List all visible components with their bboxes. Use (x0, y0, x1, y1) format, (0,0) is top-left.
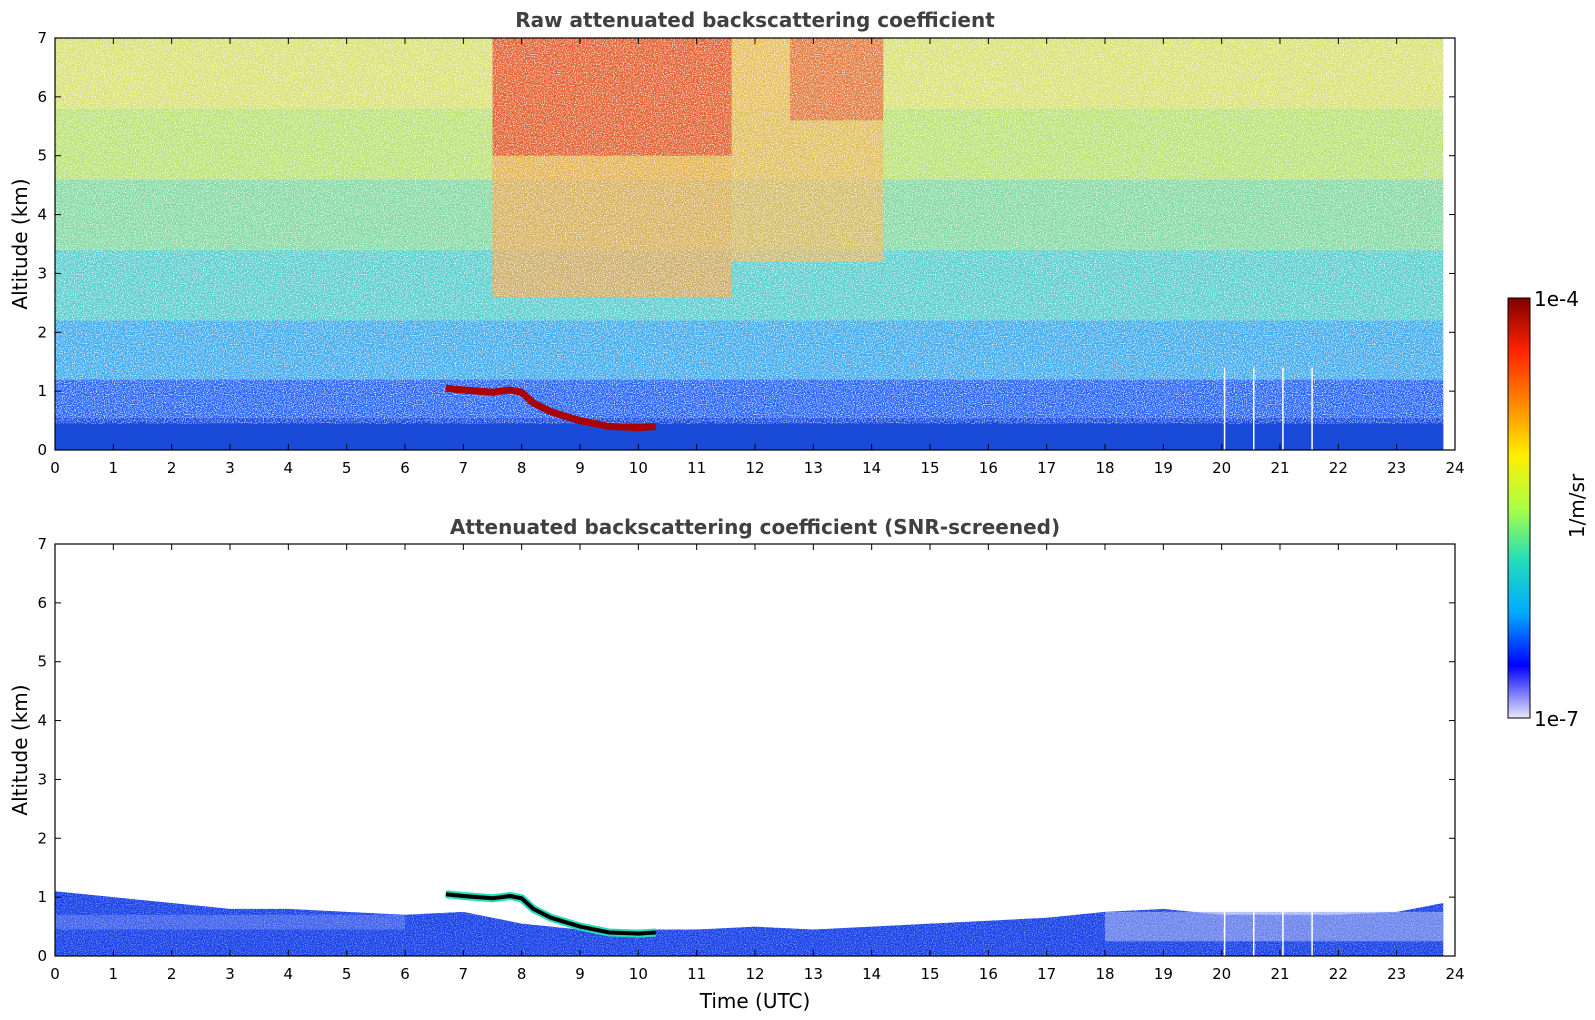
top-y-tick-label: 3 (37, 264, 47, 282)
bottom-x-tick-label: 13 (804, 965, 823, 983)
top-y-tick-label: 0 (37, 441, 47, 459)
top-x-tick-label: 10 (629, 459, 648, 477)
top-x-tick-label: 23 (1387, 459, 1406, 477)
colorbar: 1e-4 1e-7 1/m/sr (1507, 287, 1589, 731)
bottom-x-tick-label: 23 (1387, 965, 1406, 983)
colorbar-gradient (1507, 297, 1531, 719)
colorbar-min-label: 1e-7 (1534, 707, 1579, 731)
bottom-y-tick-label: 6 (37, 594, 47, 612)
top-y-tick-label: 1 (37, 382, 47, 400)
bottom-x-tick-label: 22 (1329, 965, 1348, 983)
bottom-x-tick-label: 18 (1095, 965, 1114, 983)
top-x-tick-label: 6 (400, 459, 410, 477)
bottom-x-tick-label: 17 (1037, 965, 1056, 983)
top-y-tick-label: 5 (37, 147, 47, 165)
bottom-x-tick-label: 12 (745, 965, 764, 983)
bottom-x-tick-label: 0 (50, 965, 60, 983)
bottom-y-tick-label: 7 (37, 535, 47, 553)
bottom-y-tick-label: 2 (37, 829, 47, 847)
top-x-tick-label: 13 (804, 459, 823, 477)
top-x-tick-label: 5 (342, 459, 352, 477)
top-x-tick-label: 16 (979, 459, 998, 477)
top-x-tick-label: 15 (920, 459, 939, 477)
bottom-y-tick-label: 3 (37, 770, 47, 788)
bottom-y-tick-label: 1 (37, 888, 47, 906)
top-x-tick-label: 7 (459, 459, 469, 477)
top-heatmap (55, 38, 1444, 450)
top-x-tick-label: 4 (284, 459, 294, 477)
top-x-tick-label: 14 (862, 459, 881, 477)
screened-noise-overlay (55, 891, 1444, 956)
top-x-tick-label: 12 (745, 459, 764, 477)
top-x-tick-label: 24 (1445, 459, 1464, 477)
bottom-y-tick-label: 0 (37, 947, 47, 965)
top-panel: Raw attenuated backscattering coefficien… (8, 8, 1465, 477)
top-axis-ticks: 0 1 2 3 4 5 6 7 8 9 10 11 12 13 14 15 16 17 18 19 20 21 22 23 24… (37, 29, 1464, 477)
bottom-axis-ticks: 0 1 2 3 4 5 6 7 8 9 10 11 12 13 14 15 16 17 18 19 20 21 22 23 24… (37, 535, 1464, 983)
bottom-y-axis-label: Altitude (km) (8, 684, 32, 815)
bottom-x-tick-label: 7 (459, 965, 469, 983)
bottom-x-tick-label: 16 (979, 965, 998, 983)
bottom-x-tick-label: 4 (284, 965, 294, 983)
top-x-tick-label: 11 (687, 459, 706, 477)
top-x-tick-label: 17 (1037, 459, 1056, 477)
colorbar-max-label: 1e-4 (1534, 287, 1579, 311)
bottom-x-tick-label: 3 (225, 965, 235, 983)
bottom-x-tick-label: 5 (342, 965, 352, 983)
top-x-tick-label: 0 (50, 459, 60, 477)
top-x-tick-label: 22 (1329, 459, 1348, 477)
x-axis-label: Time (UTC) (699, 989, 811, 1013)
bottom-panel: Attenuated backscattering coefficient (S… (8, 515, 1465, 1013)
top-y-tick-label: 2 (37, 323, 47, 341)
screened-cloud-layer (445, 892, 656, 936)
bottom-x-tick-label: 14 (862, 965, 881, 983)
top-y-tick-label: 7 (37, 29, 47, 47)
top-x-tick-label: 3 (225, 459, 235, 477)
top-x-tick-label: 21 (1270, 459, 1289, 477)
bottom-x-tick-label: 11 (687, 965, 706, 983)
bottom-heatmap (55, 890, 1444, 956)
top-panel-title: Raw attenuated backscattering coefficien… (515, 8, 995, 32)
colorbar-unit-label: 1/m/sr (1565, 473, 1589, 538)
bottom-plot-frame (54, 543, 1456, 957)
bottom-y-tick-label: 4 (37, 712, 47, 730)
top-x-tick-label: 8 (517, 459, 527, 477)
top-x-tick-label: 1 (109, 459, 119, 477)
bottom-x-tick-label: 2 (167, 965, 177, 983)
bottom-panel-title: Attenuated backscattering coefficient (S… (450, 515, 1060, 539)
bottom-x-tick-label: 9 (575, 965, 585, 983)
bottom-x-tick-label: 6 (400, 965, 410, 983)
raw-noise-overlay (55, 38, 1444, 450)
top-x-tick-label: 2 (167, 459, 177, 477)
top-y-axis-label: Altitude (km) (8, 178, 32, 309)
top-y-tick-label: 4 (37, 206, 47, 224)
bottom-x-tick-label: 21 (1270, 965, 1289, 983)
top-x-tick-label: 18 (1095, 459, 1114, 477)
bottom-x-tick-label: 19 (1154, 965, 1173, 983)
bottom-x-tick-label: 8 (517, 965, 527, 983)
bottom-x-tick-label: 10 (629, 965, 648, 983)
top-x-tick-label: 19 (1154, 459, 1173, 477)
top-x-tick-label: 20 (1212, 459, 1231, 477)
top-x-tick-label: 9 (575, 459, 585, 477)
bottom-x-tick-label: 1 (109, 965, 119, 983)
bottom-y-tick-label: 5 (37, 653, 47, 671)
bottom-x-tick-label: 20 (1212, 965, 1231, 983)
bottom-x-tick-label: 24 (1445, 965, 1464, 983)
raw-cloud-layer (445, 384, 657, 432)
raw-surface-layer (55, 423, 1444, 450)
top-y-tick-label: 6 (37, 88, 47, 106)
bottom-x-tick-label: 15 (920, 965, 939, 983)
